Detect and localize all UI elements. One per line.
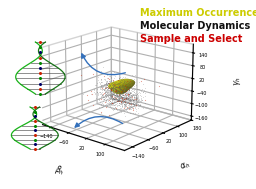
- Y-axis label: $\alpha_h$: $\alpha_h$: [179, 159, 193, 173]
- FancyArrowPatch shape: [82, 54, 125, 75]
- Text: Molecular Dynamics: Molecular Dynamics: [140, 21, 250, 31]
- FancyArrowPatch shape: [75, 117, 123, 127]
- X-axis label: $\beta_h$: $\beta_h$: [53, 163, 66, 178]
- Text: Sample and Select: Sample and Select: [140, 34, 242, 44]
- Text: Maximum Occurrence: Maximum Occurrence: [140, 8, 256, 18]
